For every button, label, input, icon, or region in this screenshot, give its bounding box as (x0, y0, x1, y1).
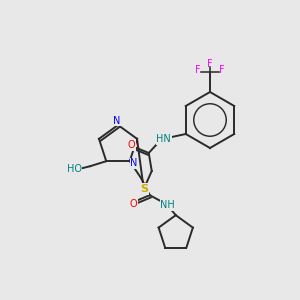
Text: F: F (219, 65, 225, 75)
Text: F: F (195, 65, 201, 75)
Text: O: O (128, 140, 136, 150)
Text: NH: NH (160, 200, 175, 210)
Text: S: S (140, 184, 148, 194)
Text: N: N (113, 116, 121, 126)
Text: HN: HN (156, 134, 171, 144)
Text: O: O (130, 199, 138, 209)
Text: HO: HO (67, 164, 82, 174)
Text: N: N (130, 158, 137, 168)
Text: F: F (207, 59, 213, 69)
